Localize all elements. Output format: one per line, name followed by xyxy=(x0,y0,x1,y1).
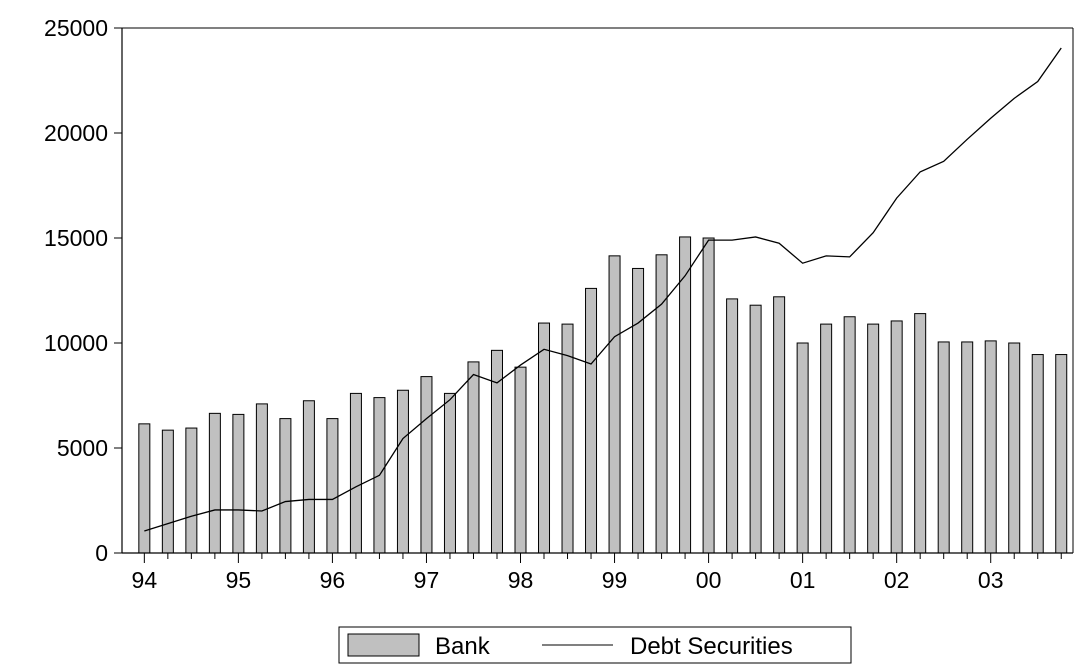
bar-bank-2000Q2 xyxy=(726,298,739,554)
bar-bank-1995Q2 xyxy=(255,403,268,554)
bar-bank-1997Q2 xyxy=(443,392,456,554)
bar-bank-1998Q4 xyxy=(585,287,598,554)
bar-bank-1994Q1 xyxy=(138,423,151,554)
bar-bank-2000Q1 xyxy=(702,237,715,554)
bar-bank-2003Q1 xyxy=(984,340,997,554)
bar-bank-1994Q2 xyxy=(161,429,174,554)
legend: Bank Debt Securities xyxy=(338,626,852,664)
bar-bank-2002Q2 xyxy=(914,313,927,554)
y-tick-labels: 0 5000 10000 15000 20000 25000 xyxy=(44,15,108,566)
bar-bank-2002Q4 xyxy=(961,341,974,554)
bar-bank-1995Q1 xyxy=(232,413,245,554)
bar-bank-1995Q3 xyxy=(279,418,292,554)
bar-bank-2003Q3 xyxy=(1031,354,1044,554)
bar-bank-2002Q3 xyxy=(937,341,950,554)
x-tick-labels: 94 95 96 97 98 99 00 01 02 03 xyxy=(132,567,1004,593)
bar-bank-1998Q2 xyxy=(538,322,551,554)
bar-bank-1996Q4 xyxy=(396,389,409,554)
bar-bank-1999Q2 xyxy=(632,267,645,554)
bar-bank-1994Q4 xyxy=(208,412,221,554)
x-tick-label: 97 xyxy=(414,567,440,593)
bar-bank-1998Q3 xyxy=(561,323,574,554)
bar-bank-2001Q4 xyxy=(867,323,880,554)
bar-bank-2001Q2 xyxy=(820,323,833,554)
y-tick-label: 25000 xyxy=(44,15,108,41)
bars-layer xyxy=(138,236,1068,554)
y-tick-label: 20000 xyxy=(44,120,108,146)
bar-bank-1999Q4 xyxy=(679,236,692,554)
legend-bar-swatch xyxy=(347,633,420,657)
axes-layer xyxy=(114,27,1074,563)
bar-bank-1997Q3 xyxy=(467,361,480,554)
x-tick-label: 00 xyxy=(696,567,722,593)
bar-bank-2001Q3 xyxy=(843,316,856,554)
x-tick-label: 03 xyxy=(978,567,1004,593)
x-tick-label: 98 xyxy=(508,567,534,593)
bar-bank-1999Q1 xyxy=(608,255,621,554)
y-tick-label: 10000 xyxy=(44,330,108,356)
x-tick-label: 95 xyxy=(226,567,252,593)
bar-bank-1994Q3 xyxy=(185,427,198,554)
bar-bank-2000Q3 xyxy=(749,304,762,554)
bar-bank-2001Q1 xyxy=(796,342,809,554)
x-tick-label: 96 xyxy=(320,567,346,593)
bar-bank-1996Q1 xyxy=(326,418,339,554)
bar-bank-2003Q2 xyxy=(1008,342,1021,554)
y-tick-label: 5000 xyxy=(57,435,108,461)
x-tick-label: 99 xyxy=(602,567,628,593)
bar-bank-1998Q1 xyxy=(514,366,527,554)
bar-bank-2002Q1 xyxy=(890,320,903,554)
y-tick-label: 0 xyxy=(95,540,108,566)
x-tick-label: 02 xyxy=(884,567,910,593)
line-layer xyxy=(144,47,1062,532)
y-tick-label: 15000 xyxy=(44,225,108,251)
bar-bank-2000Q4 xyxy=(773,296,786,554)
bar-bank-1996Q2 xyxy=(349,392,362,554)
legend-debt-securities-label: Debt Securities xyxy=(630,633,793,660)
line-debt-securities xyxy=(144,47,1062,532)
x-tick-label: 01 xyxy=(790,567,816,593)
bar-bank-1995Q4 xyxy=(302,400,315,554)
legend-bank-label: Bank xyxy=(435,633,491,660)
x-tick-label: 94 xyxy=(132,567,158,593)
bar-bank-1997Q1 xyxy=(420,376,433,554)
bar-bank-2003Q4 xyxy=(1055,354,1068,554)
